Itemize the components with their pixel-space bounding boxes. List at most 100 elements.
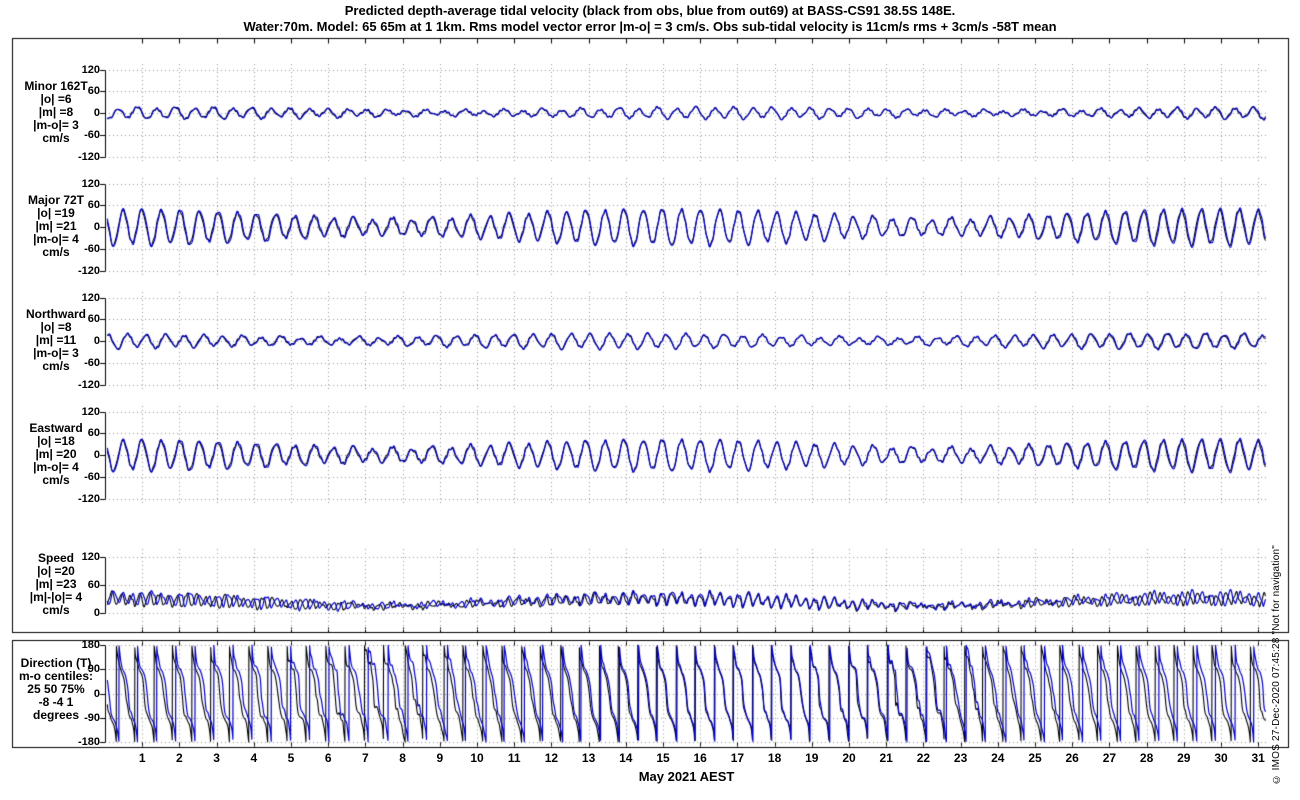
- panel-label-line: |m| =20: [35, 447, 77, 461]
- x-tick-label: 26: [1065, 751, 1079, 765]
- x-tick-label: 4: [250, 751, 258, 765]
- panel-label-line: |o| =18: [37, 434, 75, 448]
- y-tick-label: -90: [84, 711, 100, 724]
- y-tick-label: 60: [87, 199, 100, 212]
- x-tick-label: 23: [953, 751, 968, 765]
- panel-label-major-72t: Major 72T |o| =19 |m| =21 |m-o|= 4 cm/s: [10, 194, 102, 259]
- panel-label-direction-t: Direction (T) m-o centiles: 25 50 75% -8 -4…: [10, 657, 102, 722]
- panel-label-line: Direction (T): [20, 656, 92, 670]
- y-tick-label: 90: [87, 663, 100, 676]
- panel-label-eastward: Eastward |o| =18 |m| =20 |m-o|= 4 cm/s: [10, 422, 102, 487]
- y-tick-label: -120: [77, 492, 100, 505]
- x-tick-label: 7: [362, 751, 369, 765]
- y-tick-label: -120: [77, 264, 100, 277]
- y-tick-label: 120: [81, 550, 100, 563]
- panel-label-line: -8 -4 1: [38, 695, 74, 709]
- y-tick-label: 60: [87, 85, 100, 98]
- x-tick-label: 20: [842, 751, 856, 765]
- figure-title-line1: Predicted depth-average tidal velocity (…: [344, 3, 956, 18]
- x-tick-label: 29: [1177, 751, 1191, 765]
- panel-label-line: |m| =8: [38, 105, 74, 119]
- panel-label-line: |o| =19: [37, 206, 75, 220]
- x-tick-label: 3: [213, 751, 220, 765]
- x-axis-label: May 2021 AEST: [638, 769, 735, 784]
- panel-label-line: 25 50 75%: [27, 682, 85, 696]
- panel-label-line: Northward: [26, 307, 86, 321]
- panel-label-line: |m|-|o|= 4: [29, 590, 83, 604]
- x-tick-label: 24: [991, 751, 1005, 765]
- panel-label-line: degrees: [32, 708, 80, 722]
- x-tick-label: 31: [1251, 751, 1265, 765]
- x-tick-label: 17: [730, 751, 745, 765]
- panel-label-line: m-o centiles:: [18, 669, 93, 683]
- panel-label-line: cm/s: [42, 131, 70, 145]
- y-tick-label: -180: [77, 735, 100, 748]
- y-tick-label: -60: [84, 356, 100, 369]
- y-tick-label: -120: [77, 150, 100, 163]
- panel-label-line: cm/s: [42, 245, 70, 259]
- y-tick-label: 0: [93, 107, 100, 119]
- y-tick-label: 60: [87, 578, 100, 591]
- y-tick-label: 120: [81, 177, 100, 190]
- x-tick-label: 27: [1102, 751, 1117, 765]
- panel-label-line: |m| =21: [35, 219, 77, 233]
- panel-label-line: cm/s: [42, 359, 70, 373]
- y-tick-label: -60: [84, 470, 100, 483]
- x-tick-label: 12: [544, 751, 559, 765]
- x-tick-label: 2: [176, 751, 183, 765]
- x-tick-label: 21: [879, 751, 893, 765]
- x-tick-label: 9: [436, 751, 444, 765]
- x-tick-label: 22: [916, 751, 931, 765]
- x-tick-label: 30: [1214, 751, 1228, 765]
- panel-label-line: |m| =23: [35, 577, 77, 591]
- x-tick-label: 8: [399, 751, 406, 765]
- y-tick-label: -120: [77, 378, 100, 391]
- x-tick-label: 13: [581, 751, 596, 765]
- panel-label-line: |m-o|= 3: [33, 118, 79, 132]
- y-tick-label: 0: [93, 607, 100, 619]
- panel-label-line: Speed: [37, 551, 74, 565]
- panel-label-northward: Northward |o| =8 |m| =11 |m-o|= 3 cm/s: [10, 308, 102, 373]
- panel-label-line: |m| =11: [35, 333, 77, 347]
- x-tick-label: 1: [138, 751, 146, 765]
- x-tick-label: 6: [324, 751, 332, 765]
- y-tick-label: 60: [87, 427, 100, 440]
- x-tick-label: 11: [507, 751, 521, 765]
- y-tick-label: 0: [93, 687, 100, 700]
- y-tick-label: 0: [93, 335, 100, 347]
- y-tick-label: 120: [81, 291, 100, 304]
- panel-label-line: |o| =8: [40, 320, 72, 334]
- panel-label-minor-162t: Minor 162T |o| =6 |m| =8 |m-o|= 3 cm/s: [10, 80, 102, 145]
- x-tick-label: 14: [619, 751, 633, 765]
- x-tick-label: 19: [805, 751, 819, 765]
- x-tick-label: 15: [656, 751, 670, 765]
- panel-label-line: |o| =20: [37, 564, 75, 578]
- y-tick-label: 0: [93, 449, 100, 461]
- x-tick-label: 5: [287, 751, 295, 765]
- y-tick-label: -60: [84, 128, 100, 141]
- copyright-watermark: © IMOS 27-Dec-2020 07:45:28 "Not for nav…: [1271, 545, 1282, 785]
- panel-label-line: |o| =6: [40, 92, 72, 106]
- panel-label-line: |m-o|= 4: [33, 232, 79, 246]
- panel-label-line: Minor 162T: [24, 79, 88, 93]
- x-tick-label: 28: [1139, 751, 1154, 765]
- figure-title-line2: Water:70m. Model: 65 65m at 1 1km. Rms m…: [243, 19, 1057, 34]
- panel-label-line: cm/s: [42, 473, 70, 487]
- x-tick-label: 16: [693, 751, 707, 765]
- y-tick-label: 0: [93, 221, 100, 233]
- panel-label-line: |m-o|= 4: [33, 460, 79, 474]
- y-tick-label: 120: [81, 63, 100, 76]
- x-tick-label: 18: [767, 751, 782, 765]
- y-tick-label: 60: [87, 313, 100, 326]
- y-tick-label: 180: [81, 639, 100, 651]
- panel-label-line: Eastward: [29, 421, 83, 435]
- panel-label-line: |m-o|= 3: [33, 346, 79, 360]
- y-tick-label: 120: [81, 405, 100, 418]
- x-tick-label: 25: [1028, 751, 1042, 765]
- panel-label-line: cm/s: [42, 603, 70, 617]
- x-tick-label: 10: [470, 751, 484, 765]
- panel-label-speed: Speed |o| =20 |m| =23 |m|-|o|= 4 cm/s: [10, 552, 102, 617]
- y-tick-label: -60: [84, 242, 100, 255]
